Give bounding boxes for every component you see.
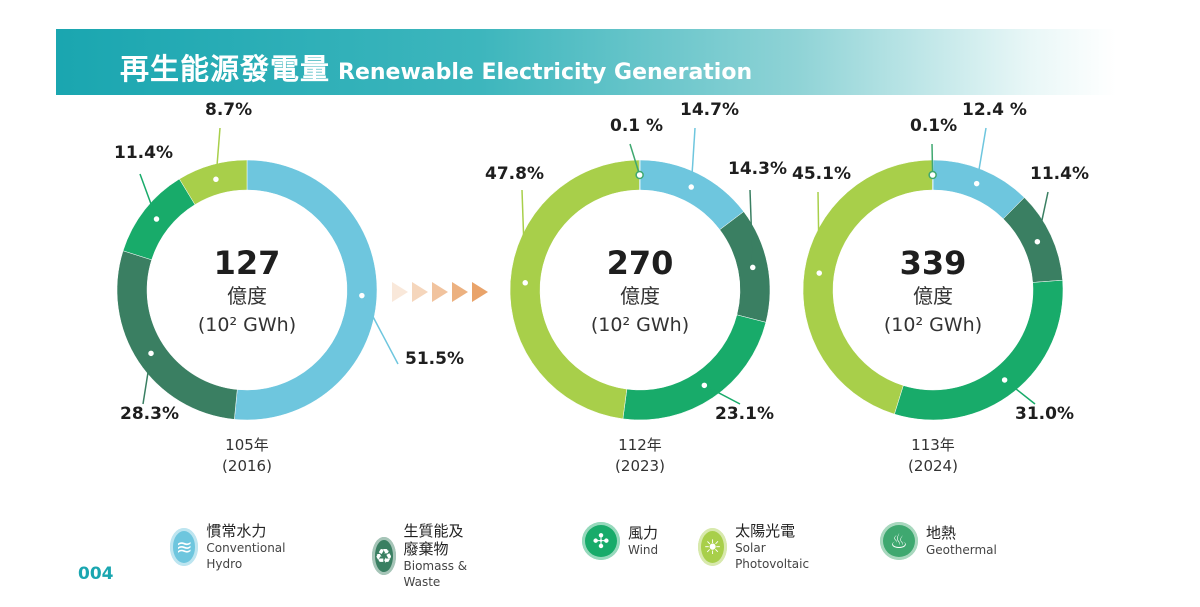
donut-slice [234, 159, 378, 421]
data-label: 11.4% [1030, 164, 1089, 184]
year-label: 105年 [225, 436, 269, 454]
data-label: 51.5% [405, 349, 464, 369]
legend-label-en: Solar Photovoltaic [735, 541, 810, 571]
unit-en: (10² GWh) [591, 314, 689, 336]
legend-label-en: Geothermal [926, 543, 997, 557]
legend-item-biomass: ♻ 生質能及廢棄物 Biomass & Waste [372, 522, 468, 590]
data-label: 11.4% [114, 143, 173, 163]
legend-label-en: Conventional Hydro [206, 541, 286, 571]
leader-line [361, 295, 399, 365]
data-label: 47.8% [485, 164, 544, 184]
legend-label-zh: 太陽光電 [735, 522, 796, 540]
legend-label-en: Biomass & Waste [403, 559, 468, 589]
biomass-icon: ♻ [372, 537, 396, 575]
page-title: 再生能源發電量 Renewable Electricity Generation [120, 46, 753, 86]
leader-dot [815, 268, 824, 278]
unit-en: (10² GWh) [884, 314, 982, 336]
legend-item-hydro: ≋ 慣常水力 Conventional Hydro [170, 522, 295, 572]
leader-line [142, 353, 152, 405]
data-label: 0.1 % [610, 116, 663, 136]
title-zh: 再生能源發電量 [120, 52, 331, 86]
leader-dot [152, 214, 161, 224]
leader-dot [972, 179, 981, 188]
legend-label-zh: 風力 [628, 524, 659, 542]
leader-line [817, 191, 821, 274]
total-value: 339 [900, 244, 967, 282]
progression-arrows [392, 282, 492, 302]
data-label: 28.3% [120, 404, 179, 424]
legend-label-zh: 生質能及廢棄物 [403, 522, 464, 558]
year-label: 112年 [618, 436, 662, 454]
title-en: Renewable Electricity Generation [338, 60, 753, 85]
geothermal-icon: ♨ [880, 522, 918, 560]
leader-dot [357, 291, 367, 300]
leader-dot [748, 263, 758, 272]
data-label: 14.3% [728, 159, 787, 179]
data-label: 23.1% [715, 404, 774, 424]
leader-dot [520, 278, 530, 288]
donut-slice [719, 211, 771, 323]
leader-line [521, 189, 526, 283]
data-label: 45.1% [792, 164, 851, 184]
unit-zh: 億度 [913, 284, 953, 308]
legend-item-geothermal: ♨ 地熱 Geothermal [880, 522, 997, 560]
data-label: 31.0% [1015, 404, 1074, 424]
legend-label-zh: 地熱 [926, 524, 957, 542]
leader-line [629, 143, 641, 176]
unit-zh: 億度 [227, 284, 267, 308]
leader-line [139, 173, 158, 220]
leader-line [931, 143, 934, 176]
total-value: 270 [607, 244, 674, 282]
hydro-icon: ≋ [170, 528, 199, 566]
year-sub-label: (2023) [615, 457, 665, 475]
year-sub-label: (2024) [908, 457, 958, 475]
year-label: 113年 [911, 436, 955, 454]
data-label: 14.7% [680, 100, 739, 120]
leader-dot [686, 182, 696, 192]
title-banner [56, 29, 1116, 95]
leader-line [1004, 379, 1036, 405]
legend-label-zh: 慣常水力 [206, 522, 267, 540]
leader-dot [1000, 375, 1009, 385]
data-label: 0.1% [910, 116, 957, 136]
leader-dot [928, 170, 937, 180]
leader-line [703, 384, 741, 405]
legend-item-solar: ☀ 太陽光電 Solar Photovoltaic [698, 522, 818, 572]
legend-label-en: Wind [628, 543, 659, 557]
donut-slice [1002, 197, 1063, 283]
wind-turbine-icon: ✣ [582, 522, 620, 560]
leader-line [215, 127, 221, 180]
unit-zh: 億度 [620, 284, 660, 308]
unit-en: (10² GWh) [198, 314, 296, 336]
year-sub-label: (2016) [222, 457, 272, 475]
sun-icon: ☀ [698, 528, 728, 566]
legend-item-wind: ✣ 風力 Wind [582, 522, 658, 560]
leader-dot [1033, 237, 1042, 246]
leader-line [690, 127, 696, 188]
leader-line [975, 127, 987, 184]
leader-dot [211, 175, 221, 184]
data-label: 8.7% [205, 100, 252, 120]
total-value: 127 [214, 244, 281, 282]
page-number: 004 [78, 564, 114, 584]
leader-dot [700, 381, 709, 390]
leader-line [1036, 191, 1049, 242]
data-label: 12.4 % [962, 100, 1027, 120]
leader-line [749, 189, 754, 268]
leader-dot [146, 349, 156, 358]
leader-dot [635, 170, 644, 180]
